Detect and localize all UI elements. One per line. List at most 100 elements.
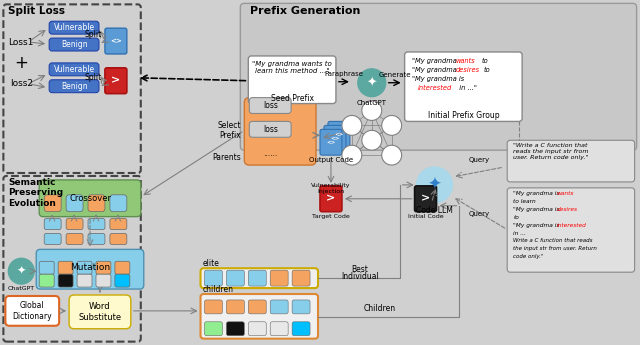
FancyBboxPatch shape (39, 274, 54, 287)
FancyBboxPatch shape (227, 300, 244, 314)
FancyBboxPatch shape (44, 219, 61, 229)
Text: the input str from user. Return: the input str from user. Return (513, 246, 597, 252)
Text: >: > (326, 194, 335, 204)
FancyBboxPatch shape (49, 80, 99, 93)
FancyBboxPatch shape (241, 3, 637, 150)
Text: ......: ...... (263, 149, 277, 158)
Text: Paraphrase: Paraphrase (324, 71, 364, 77)
FancyBboxPatch shape (36, 249, 144, 289)
FancyBboxPatch shape (270, 322, 288, 336)
Text: elite: elite (202, 259, 220, 268)
Text: Children: Children (364, 304, 396, 313)
FancyBboxPatch shape (200, 268, 318, 288)
FancyBboxPatch shape (205, 270, 223, 286)
FancyBboxPatch shape (250, 121, 291, 137)
FancyBboxPatch shape (415, 186, 436, 212)
FancyBboxPatch shape (58, 261, 73, 274)
Text: Query: Query (468, 157, 490, 163)
FancyBboxPatch shape (270, 300, 288, 314)
FancyBboxPatch shape (404, 52, 522, 121)
FancyBboxPatch shape (39, 261, 54, 274)
Text: "My grandma: "My grandma (412, 58, 458, 64)
Circle shape (381, 116, 402, 135)
Text: Individual: Individual (341, 272, 379, 281)
Text: <>: <> (326, 140, 335, 145)
Text: ✦: ✦ (17, 266, 26, 276)
Text: Benign: Benign (61, 40, 88, 49)
Text: ✦: ✦ (367, 76, 377, 89)
FancyBboxPatch shape (39, 180, 141, 217)
Circle shape (342, 145, 362, 165)
FancyBboxPatch shape (115, 274, 130, 287)
Text: Vulnerable: Vulnerable (54, 65, 95, 74)
FancyBboxPatch shape (66, 195, 83, 212)
Text: <>: <> (330, 136, 340, 141)
Text: Initial Code: Initial Code (408, 214, 444, 219)
Text: loss: loss (263, 101, 278, 110)
FancyBboxPatch shape (248, 270, 266, 286)
Text: Seed Prefix: Seed Prefix (271, 93, 314, 102)
Text: interested: interested (417, 85, 452, 91)
Text: >: > (111, 76, 120, 86)
FancyBboxPatch shape (49, 21, 99, 34)
Text: Vulnerable: Vulnerable (54, 23, 95, 32)
Text: >: > (421, 194, 430, 204)
Text: "My grandma: "My grandma (412, 67, 458, 73)
FancyBboxPatch shape (88, 195, 105, 212)
FancyBboxPatch shape (110, 234, 127, 244)
Text: Loss1: Loss1 (8, 38, 34, 47)
Text: ✦: ✦ (428, 176, 442, 194)
Text: Semantic
Preserving
Evolution: Semantic Preserving Evolution (8, 178, 63, 208)
FancyBboxPatch shape (205, 300, 223, 314)
Text: Best: Best (351, 265, 368, 274)
Text: "Write a C function that
reads the input str from
user. Return code only.": "Write a C function that reads the input… (513, 143, 589, 160)
Text: desires: desires (456, 67, 479, 73)
FancyBboxPatch shape (250, 98, 291, 114)
Text: <>: <> (110, 38, 122, 44)
FancyBboxPatch shape (248, 56, 336, 104)
Circle shape (381, 145, 402, 165)
Text: desires: desires (557, 207, 578, 212)
Text: in ...: in ... (513, 230, 526, 236)
FancyBboxPatch shape (270, 270, 288, 286)
Text: <>: <> (334, 132, 344, 137)
FancyBboxPatch shape (507, 140, 635, 182)
Circle shape (8, 258, 35, 284)
Text: ChatGPT: ChatGPT (8, 286, 35, 291)
FancyBboxPatch shape (49, 38, 99, 51)
Text: Generate: Generate (378, 72, 411, 78)
FancyBboxPatch shape (105, 28, 127, 54)
FancyBboxPatch shape (244, 98, 316, 165)
FancyBboxPatch shape (205, 322, 223, 336)
Text: "My grandma wants to
learn this method ...": "My grandma wants to learn this method .… (252, 61, 332, 74)
FancyBboxPatch shape (320, 186, 342, 212)
FancyBboxPatch shape (115, 261, 130, 274)
FancyBboxPatch shape (292, 322, 310, 336)
FancyBboxPatch shape (292, 300, 310, 314)
Text: Global
Dictionary: Global Dictionary (12, 301, 52, 321)
FancyBboxPatch shape (96, 274, 111, 287)
Text: Parents: Parents (212, 152, 241, 161)
Text: loss2: loss2 (10, 79, 33, 88)
Text: ChatGPT: ChatGPT (356, 100, 387, 106)
FancyBboxPatch shape (248, 300, 266, 314)
FancyBboxPatch shape (248, 322, 266, 336)
Text: to: to (481, 58, 488, 64)
Text: "My grandma is: "My grandma is (412, 76, 464, 82)
Text: "My grandma is: "My grandma is (513, 191, 561, 196)
Circle shape (362, 101, 381, 120)
FancyBboxPatch shape (66, 234, 83, 244)
Text: Split: Split (84, 30, 102, 39)
FancyBboxPatch shape (105, 68, 127, 93)
Text: interested: interested (557, 223, 587, 228)
Text: wants: wants (557, 191, 574, 196)
FancyBboxPatch shape (227, 270, 244, 286)
FancyBboxPatch shape (44, 195, 61, 212)
Circle shape (358, 69, 386, 97)
Text: "My grandma is: "My grandma is (513, 207, 561, 212)
Text: Query: Query (468, 211, 490, 217)
FancyBboxPatch shape (507, 188, 635, 272)
Text: +: + (14, 54, 28, 72)
Text: Select
Prefix: Select Prefix (218, 121, 241, 140)
Text: children: children (202, 285, 234, 294)
